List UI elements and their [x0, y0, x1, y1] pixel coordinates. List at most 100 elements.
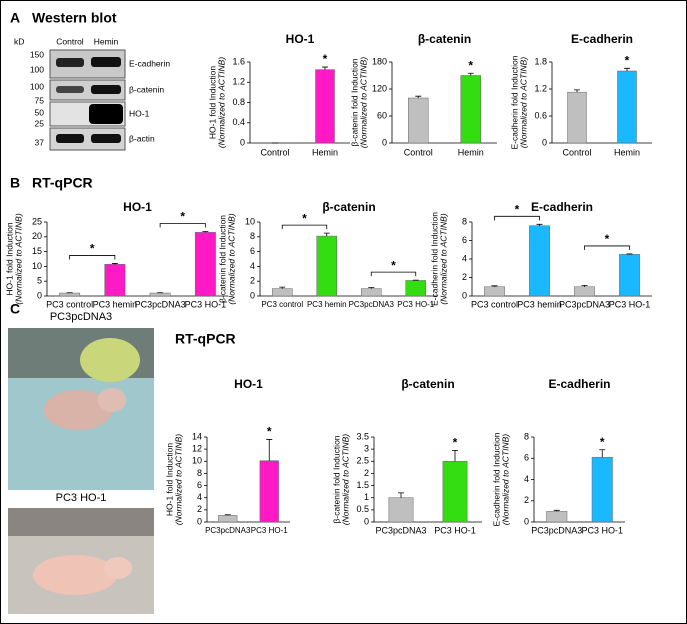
- bar: [149, 292, 171, 297]
- y-tick-label: 1.2: [534, 83, 547, 93]
- panel-title: RT-qPCR: [32, 175, 93, 191]
- y-tick-label: 8: [250, 231, 255, 241]
- mouse-photo: [8, 328, 154, 490]
- chart-title: β-catenin: [401, 377, 454, 391]
- y-axis-label: (Normalized to ACTINB): [500, 434, 510, 525]
- y-tick-label: 2: [462, 272, 467, 282]
- y-tick-label: 1.6: [232, 56, 245, 66]
- x-tick-label: Control: [260, 147, 289, 157]
- y-tick-label: 0: [364, 516, 369, 526]
- y-axis-label: (Normalized to ACTINB): [358, 57, 368, 148]
- y-tick-label: 0: [542, 137, 547, 147]
- error-bar: [599, 449, 606, 458]
- y-tick-label: 6: [524, 453, 529, 463]
- bar: [460, 75, 481, 144]
- error-bar: [491, 285, 498, 287]
- significance-star: *: [453, 436, 458, 450]
- x-tick-label: Hemin: [312, 147, 338, 157]
- y-tick-label: 8: [524, 431, 529, 441]
- blot-band: [56, 134, 84, 143]
- significance-star: *: [90, 242, 95, 256]
- x-tick-label: PC3 HO-1: [251, 526, 288, 535]
- bar: [218, 515, 238, 523]
- bar: [529, 225, 550, 297]
- y-tick-label: 60: [377, 110, 387, 120]
- y-axis-label: (Normalized to ACTINB): [173, 434, 183, 525]
- significance-bracket: [370, 271, 417, 277]
- y-tick-label: 12: [192, 444, 202, 454]
- error-bar: [581, 284, 588, 287]
- y-tick-label: 120: [372, 83, 387, 93]
- x-tick-label: PC3 control: [471, 299, 518, 309]
- blot-band: [91, 85, 121, 94]
- y-tick-label: 0: [250, 290, 255, 300]
- y-tick-label: 0.4: [232, 117, 245, 127]
- kd-marker: 37: [35, 137, 45, 147]
- band-label: β-actin: [129, 133, 155, 143]
- error-bar: [574, 89, 580, 93]
- bar: [315, 69, 335, 144]
- y-tick-label: 6: [250, 246, 255, 256]
- x-tick-label: Hemin: [614, 147, 640, 157]
- y-tick-label: 180: [372, 56, 387, 66]
- kd-marker: 25: [35, 118, 45, 128]
- significance-star: *: [600, 435, 605, 449]
- significance-star: *: [605, 232, 610, 246]
- x-tick-label: PC3 hemin: [307, 300, 347, 309]
- x-tick-label: PC3pcDNA3: [559, 299, 610, 309]
- kd-label: kD: [14, 36, 24, 46]
- error-bar: [279, 286, 286, 289]
- error-bar: [202, 231, 209, 233]
- lane-label: Hemin: [94, 36, 119, 46]
- x-tick-label: Control: [562, 147, 591, 157]
- chart-title: HO-1: [286, 32, 315, 46]
- significance-star: *: [323, 52, 328, 66]
- error-bar: [452, 449, 458, 462]
- x-tick-label: Control: [404, 147, 433, 157]
- y-tick-label: 2: [364, 468, 369, 478]
- x-tick-label: PC3pcDNA3: [349, 300, 395, 309]
- kd-marker: 100: [30, 81, 44, 91]
- chart-title: HO-1: [123, 200, 152, 214]
- mouse: [44, 390, 112, 430]
- blot-band: [91, 57, 121, 67]
- lane-label: Control: [56, 36, 84, 46]
- y-tick-label: 4: [524, 474, 529, 484]
- photo-label: PC3pcDNA3: [50, 311, 112, 323]
- error-bar: [624, 67, 630, 71]
- chart-title: β-catenin: [322, 200, 375, 214]
- y-tick-label: 6: [462, 235, 467, 245]
- x-tick-label: PC3pcDNA3: [135, 299, 186, 309]
- error-bar: [224, 514, 231, 516]
- error-bar: [415, 95, 422, 98]
- y-axis-label: β-catenin fold Induction: [349, 58, 359, 146]
- significance-star: *: [180, 210, 185, 224]
- blot-strip: [49, 127, 126, 151]
- photo-region: [8, 508, 154, 536]
- x-tick-label: PC3 control: [46, 299, 93, 309]
- bar: [59, 292, 81, 297]
- band-label: E-cadherin: [129, 58, 170, 68]
- y-tick-label: 0: [524, 516, 529, 526]
- bar: [442, 461, 468, 523]
- panel-label: B: [10, 175, 20, 191]
- y-axis-label: E-cadherin fold Induction: [509, 55, 519, 149]
- y-tick-label: 2: [250, 276, 255, 286]
- bar: [259, 460, 279, 523]
- y-tick-label: 0: [37, 290, 42, 300]
- x-tick-label: PC3 HO-1: [185, 299, 227, 309]
- significance-star: *: [515, 202, 520, 216]
- bar: [408, 97, 429, 144]
- y-tick-label: 3.5: [356, 431, 369, 441]
- kd-marker: 50: [35, 107, 45, 117]
- y-tick-label: 1.8: [534, 56, 547, 66]
- bar: [360, 288, 382, 297]
- mouse: [33, 555, 117, 595]
- error-bar: [467, 72, 474, 76]
- x-tick-label: PC3 control: [261, 300, 303, 309]
- bar: [104, 264, 126, 297]
- y-tick-label: 1: [364, 492, 369, 502]
- significance-star: *: [302, 211, 307, 225]
- y-axis-label: E-cadherin fold Induction: [429, 212, 439, 306]
- y-tick-label: 0.5: [356, 504, 369, 514]
